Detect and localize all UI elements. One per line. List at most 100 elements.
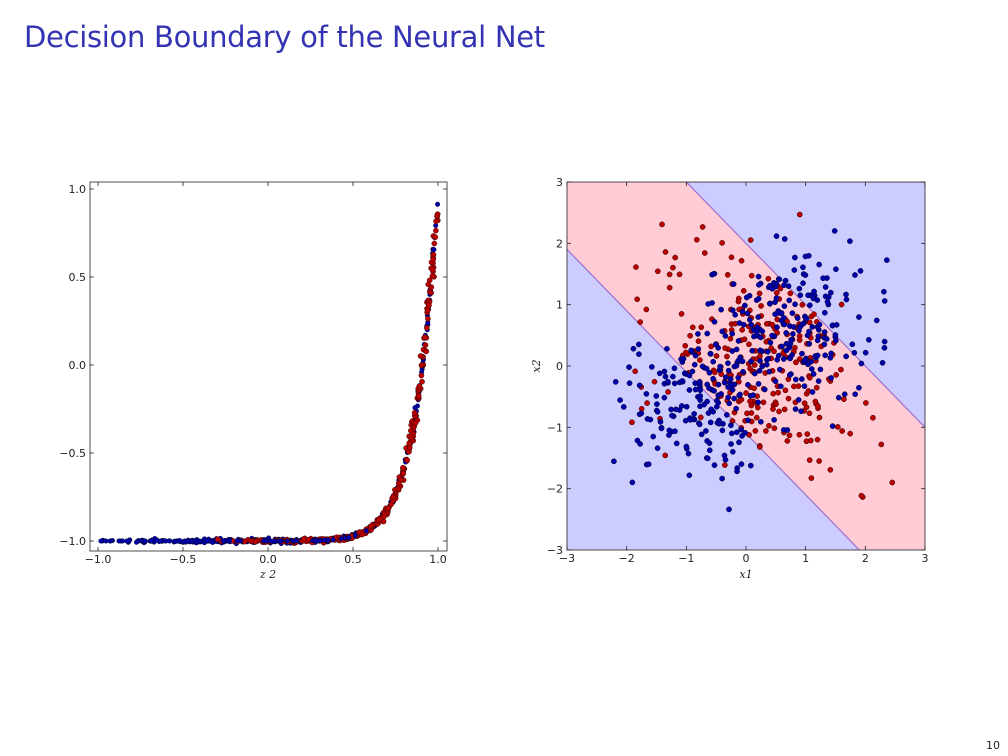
data-point-red	[793, 359, 799, 366]
data-point-red	[791, 383, 797, 390]
data-point-blue	[789, 310, 796, 317]
data-point-red	[771, 425, 778, 432]
data-point-blue	[802, 272, 809, 278]
data-point-blue	[715, 381, 722, 388]
data-point-blue	[148, 538, 154, 544]
data-point-blue	[654, 408, 661, 415]
data-point-blue	[731, 395, 737, 402]
data-point-blue	[735, 374, 742, 381]
data-point-red	[769, 321, 776, 328]
data-point-blue	[710, 358, 717, 365]
data-point-blue	[705, 301, 712, 307]
data-point-red	[775, 389, 781, 396]
data-point-blue	[728, 422, 734, 429]
data-point-blue	[810, 295, 817, 302]
data-point-blue	[773, 233, 780, 239]
data-point-blue	[790, 324, 797, 330]
data-point-red	[806, 457, 813, 463]
data-point-red	[697, 414, 704, 421]
data-point-red	[699, 224, 706, 230]
data-point-blue	[881, 288, 887, 295]
data-point-blue	[833, 266, 839, 273]
data-point-red	[404, 457, 411, 464]
data-point-red	[765, 275, 772, 282]
data-point-blue	[711, 462, 718, 468]
data-point-red	[375, 516, 382, 523]
data-point-blue	[346, 534, 352, 540]
data-point-blue	[755, 381, 762, 387]
data-point-red	[693, 236, 700, 243]
data-point-blue	[746, 316, 753, 323]
data-point-red	[423, 348, 430, 355]
data-point-blue	[884, 257, 890, 263]
data-point-blue	[747, 462, 754, 469]
data-point-red	[407, 434, 414, 441]
data-point-red	[735, 298, 742, 305]
data-point-blue	[817, 366, 824, 373]
y-tick-label: −1.0	[59, 535, 86, 548]
data-point-blue	[810, 371, 817, 377]
data-point-blue	[881, 298, 888, 304]
data-point-red	[744, 410, 750, 417]
data-point-blue	[672, 428, 678, 435]
data-point-blue	[805, 292, 811, 299]
data-point-blue	[278, 538, 284, 544]
data-point-red	[808, 475, 815, 481]
data-point-blue	[873, 317, 880, 324]
data-point-blue	[800, 280, 806, 287]
data-point-red	[670, 264, 676, 271]
data-point-red	[763, 428, 769, 434]
data-point-blue	[626, 380, 633, 387]
data-point-blue	[735, 338, 742, 344]
data-point-red	[395, 485, 402, 492]
data-point-blue	[237, 538, 243, 544]
data-point-red	[698, 324, 705, 331]
data-point-blue	[783, 347, 790, 354]
data-point-blue	[638, 410, 645, 417]
data-point-blue	[189, 538, 195, 544]
data-point-blue	[797, 323, 804, 330]
y-tick-label: 0.0	[69, 359, 87, 372]
data-point-blue	[267, 538, 273, 544]
data-point-blue	[706, 447, 713, 454]
y-axis-label: x2	[530, 359, 543, 372]
data-point-red	[746, 341, 752, 348]
data-point-blue	[661, 368, 668, 375]
data-point-blue	[799, 376, 805, 382]
data-point-blue	[792, 376, 799, 383]
x-tick-label: −3	[559, 552, 575, 565]
data-point-blue	[821, 309, 828, 316]
data-point-blue	[158, 538, 164, 544]
data-point-red	[770, 390, 777, 397]
data-point-blue	[721, 379, 728, 386]
data-point-blue	[668, 406, 674, 413]
data-point-blue	[717, 363, 723, 370]
decision-boundary-upper	[685, 182, 925, 428]
data-point-blue	[653, 393, 660, 399]
data-point-blue	[773, 295, 780, 301]
data-point-blue	[847, 238, 853, 244]
data-point-blue	[716, 420, 722, 427]
data-point-red	[400, 470, 407, 477]
data-point-blue	[748, 358, 754, 365]
data-point-red	[425, 316, 431, 322]
data-point-blue	[611, 458, 617, 465]
data-point-blue	[775, 352, 782, 359]
data-point-blue	[740, 368, 746, 375]
y-tick-label: 2	[556, 237, 563, 250]
data-point-red	[433, 227, 439, 234]
data-point-red	[782, 387, 789, 394]
data-point-blue	[755, 295, 762, 302]
data-point-blue	[823, 336, 830, 342]
region-red-band	[567, 182, 925, 550]
data-point-blue	[814, 352, 821, 359]
data-point-red	[839, 428, 846, 434]
data-point-blue	[733, 429, 740, 436]
data-point-red	[418, 372, 425, 379]
data-point-red	[796, 337, 803, 343]
data-point-red	[814, 436, 821, 443]
data-point-blue	[142, 538, 148, 544]
data-point-blue	[737, 391, 743, 398]
data-point-blue	[862, 349, 869, 356]
